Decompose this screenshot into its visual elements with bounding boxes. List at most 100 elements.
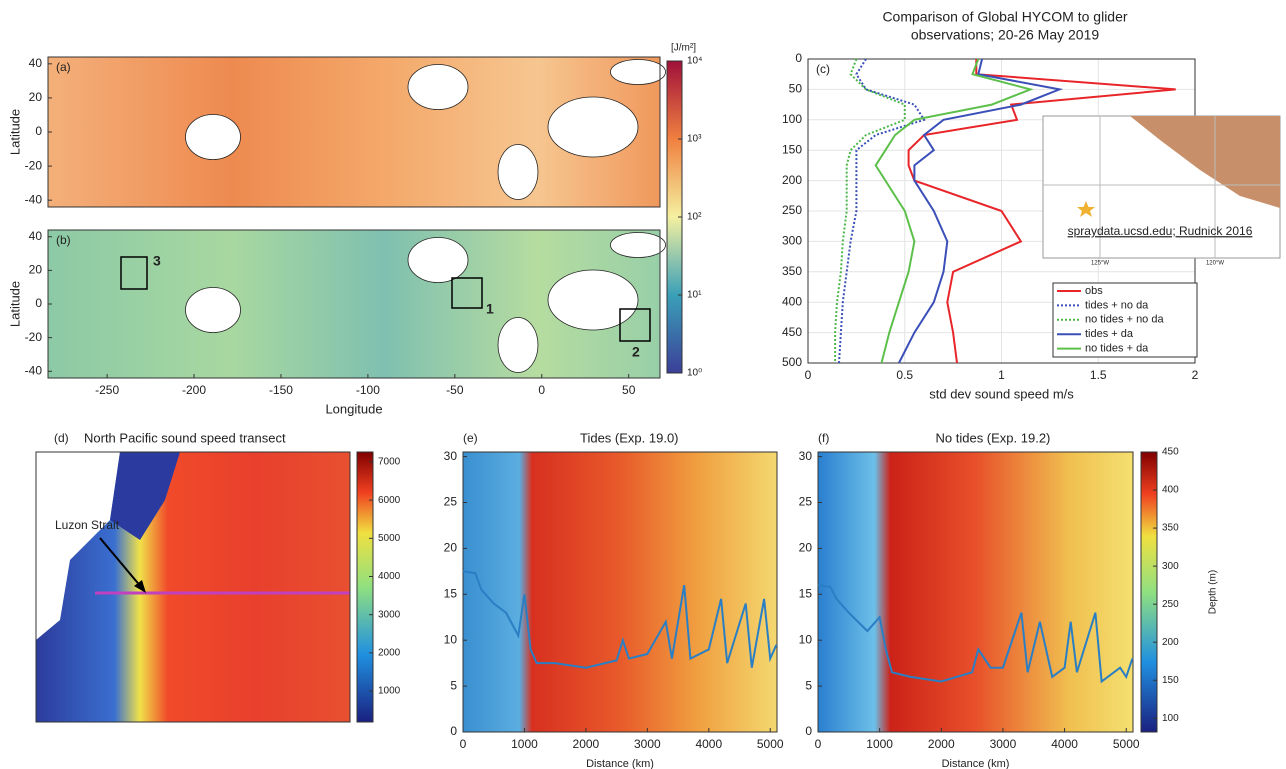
landmass bbox=[185, 287, 241, 333]
colorbar-tick-label: 350 bbox=[1162, 523, 1179, 534]
panel-label: (f) bbox=[818, 431, 829, 445]
y-tick-label: -40 bbox=[25, 363, 43, 377]
colorbar-tick-label: 10³ bbox=[687, 134, 702, 145]
colorbar-tick-label: 250 bbox=[1162, 599, 1179, 610]
x-axis-label: Distance (km) bbox=[942, 758, 1010, 769]
colorbar-tick-label: 3000 bbox=[378, 609, 401, 620]
y-tick-label: 300 bbox=[782, 234, 802, 248]
x-tick-label: 1000 bbox=[511, 737, 538, 751]
y-tick-label: 20 bbox=[799, 541, 813, 555]
data-line bbox=[907, 59, 1176, 364]
inset-tick-label: 125°W bbox=[1091, 261, 1109, 267]
panel-title: No tides (Exp. 19.2) bbox=[936, 430, 1051, 445]
annotation-box bbox=[619, 308, 651, 342]
x-tick-label: -200 bbox=[182, 383, 206, 397]
colorbar-tick-label: 400 bbox=[1162, 485, 1179, 496]
x-tick-label: 0.5 bbox=[896, 368, 913, 382]
y-tick-label: 25 bbox=[444, 495, 458, 509]
annotation: 1 bbox=[486, 301, 494, 317]
x-tick-label: -250 bbox=[95, 383, 119, 397]
y-tick-label: 350 bbox=[782, 264, 802, 278]
y-tick-label: 15 bbox=[444, 586, 458, 600]
panel-label: (d) bbox=[54, 431, 69, 445]
x-tick-label: 4000 bbox=[695, 737, 722, 751]
x-tick-label: 0 bbox=[815, 737, 822, 751]
x-tick-label: 2000 bbox=[928, 737, 955, 751]
legend-label: no tides + no da bbox=[1085, 314, 1164, 326]
data-line bbox=[838, 58, 926, 364]
y-axis-label: Latitude bbox=[7, 109, 22, 155]
plot-frame bbox=[462, 451, 778, 733]
colorbar-tick-label: 4000 bbox=[378, 571, 401, 582]
plot-frame bbox=[817, 451, 1134, 733]
x-tick-label: 4000 bbox=[1051, 737, 1078, 751]
x-tick-label: 3000 bbox=[634, 737, 661, 751]
data-line bbox=[817, 584, 1134, 684]
landmass bbox=[497, 144, 539, 200]
chart-title: observations; 20-26 May 2019 bbox=[911, 27, 1100, 43]
y-tick-label: 500 bbox=[782, 355, 802, 369]
data-line bbox=[874, 58, 1034, 364]
colorbar-tick-label: 5000 bbox=[378, 533, 401, 544]
arrow bbox=[99, 537, 143, 589]
x-axis-label: std dev sound speed m/s bbox=[929, 386, 1074, 401]
colorbar bbox=[356, 451, 374, 723]
panel-label: (b) bbox=[56, 233, 71, 247]
y-tick-label: -20 bbox=[25, 158, 43, 172]
x-tick-label: 2000 bbox=[573, 737, 600, 751]
y-tick-label: 0 bbox=[35, 296, 42, 310]
land-shelf bbox=[110, 452, 180, 540]
inset-caption: spraydata.ucsd.edu; Rudnick 2016 bbox=[1068, 224, 1253, 238]
x-axis-label: Longitude bbox=[325, 401, 382, 416]
data-line bbox=[898, 58, 1064, 364]
y-tick-label: 40 bbox=[29, 56, 43, 70]
x-axis-label: Distance (km) bbox=[586, 758, 654, 769]
annotation-box bbox=[451, 277, 483, 309]
y-tick-label: 20 bbox=[29, 90, 43, 104]
y-tick-label: 100 bbox=[782, 112, 802, 126]
colorbar-tick-label: 10¹ bbox=[687, 290, 702, 301]
y-tick-label: 0 bbox=[795, 51, 802, 65]
legend-label: tides + da bbox=[1085, 328, 1134, 340]
colorbar-tick-label: 100 bbox=[1162, 713, 1179, 724]
landmass bbox=[407, 64, 469, 110]
plot-frame bbox=[47, 229, 661, 379]
colorbar-tick-label: 10² bbox=[687, 212, 702, 223]
panel-title: North Pacific sound speed transect bbox=[84, 430, 286, 445]
x-tick-label: -150 bbox=[269, 383, 293, 397]
arrow-head bbox=[134, 580, 146, 593]
data-line bbox=[834, 58, 906, 363]
y-tick-label: -40 bbox=[25, 192, 43, 206]
x-tick-label: 0 bbox=[538, 383, 545, 397]
inset: spraydata.ucsd.edu; Rudnick 2016 125°W 120… bbox=[1042, 115, 1281, 267]
y-tick-label: 0 bbox=[805, 724, 812, 738]
y-tick-label: 40 bbox=[29, 229, 43, 243]
colorbar-tick-label: 10⁴ bbox=[687, 56, 702, 67]
annotation: Luzon Strait bbox=[55, 518, 120, 532]
x-tick-label: 2 bbox=[1192, 368, 1199, 382]
y-tick-label: 15 bbox=[799, 586, 813, 600]
site-star bbox=[1077, 201, 1095, 217]
y-tick-label: 5 bbox=[450, 678, 457, 692]
colorbar-tick-label: 150 bbox=[1162, 675, 1179, 686]
y-tick-label: 20 bbox=[29, 263, 43, 277]
chart-title: Comparison of Global HYCOM to glider bbox=[882, 9, 1127, 25]
landmass bbox=[407, 237, 469, 283]
plot-frame bbox=[35, 451, 351, 723]
annotation-box bbox=[120, 256, 148, 290]
landmass bbox=[547, 96, 639, 158]
colorbar-tick-label: 1000 bbox=[378, 686, 401, 697]
panel-title: Tides (Exp. 19.0) bbox=[580, 430, 679, 445]
colorbar-tick-label: 450 bbox=[1162, 447, 1179, 458]
x-tick-label: 0 bbox=[460, 737, 467, 751]
landmass bbox=[610, 59, 666, 85]
plot-frame bbox=[47, 56, 661, 208]
landmass bbox=[547, 269, 639, 331]
x-tick-label: 1000 bbox=[866, 737, 893, 751]
y-tick-label: 30 bbox=[799, 449, 813, 463]
heatmap-field bbox=[818, 452, 1133, 732]
y-tick-label: 200 bbox=[782, 173, 802, 187]
x-tick-label: 5000 bbox=[1113, 737, 1140, 751]
landmass bbox=[610, 232, 666, 258]
colorbar-tick-label: 7000 bbox=[378, 457, 401, 468]
